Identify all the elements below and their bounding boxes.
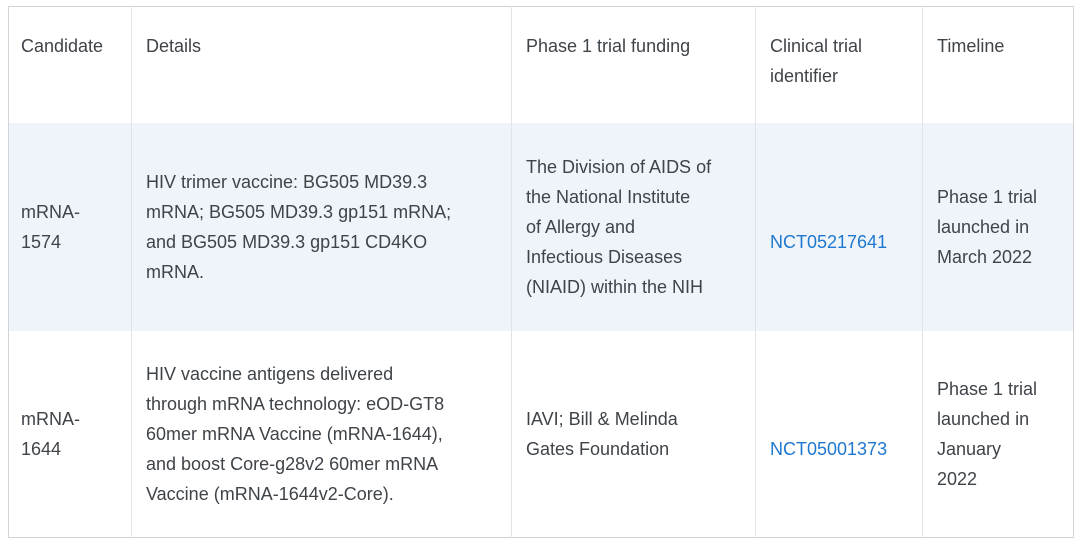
candidate-cell: mRNA-1574 xyxy=(21,201,80,252)
page-content: Candidate Details Phase 1 trial funding … xyxy=(8,6,1080,538)
nct05001373-link[interactable]: NCT05001373 xyxy=(770,438,888,459)
table-body: mRNA-1574 HIV trimer vaccine: BG505 MD39… xyxy=(8,122,1074,538)
column-header-details: Details xyxy=(131,6,512,123)
funding-cell: IAVI; Bill & Melinda Gates Foundation xyxy=(511,330,756,538)
table-header: Candidate Details Phase 1 trial funding … xyxy=(9,6,1074,123)
vaccine-candidates-table: Candidate Details Phase 1 trial funding … xyxy=(8,6,1074,538)
timeline-cell: Phase 1 trial launched in January 2022 xyxy=(922,330,1074,538)
column-header-funding: Phase 1 trial funding xyxy=(511,6,756,123)
column-header-candidate: Candidate xyxy=(21,36,104,56)
column-header-identifier: Clinical trial identifier xyxy=(755,6,923,123)
table-row-mrna-1644: mRNA-1644 HIV vaccine antigens delivered… xyxy=(8,330,1074,538)
details-cell: HIV trimer vaccine: BG505 MD39.3 mRNA; B… xyxy=(131,122,512,331)
identifier-cell: NCT05217641 xyxy=(755,122,923,331)
timeline-cell: Phase 1 trial launched in March 2022 xyxy=(922,122,1074,331)
identifier-cell: NCT05001373 xyxy=(755,330,923,538)
column-header-timeline: Timeline xyxy=(922,6,1074,123)
details-cell: HIV vaccine antigens delivered through m… xyxy=(131,330,512,538)
table-header-row: Candidate Details Phase 1 trial funding … xyxy=(9,6,1074,123)
candidate-cell: mRNA-1644 xyxy=(21,408,80,459)
funding-cell: The Division of AIDS of the National Ins… xyxy=(511,122,756,331)
nct05217641-link[interactable]: NCT05217641 xyxy=(770,231,888,252)
table-row-mrna-1574: mRNA-1574 HIV trimer vaccine: BG505 MD39… xyxy=(8,122,1074,331)
